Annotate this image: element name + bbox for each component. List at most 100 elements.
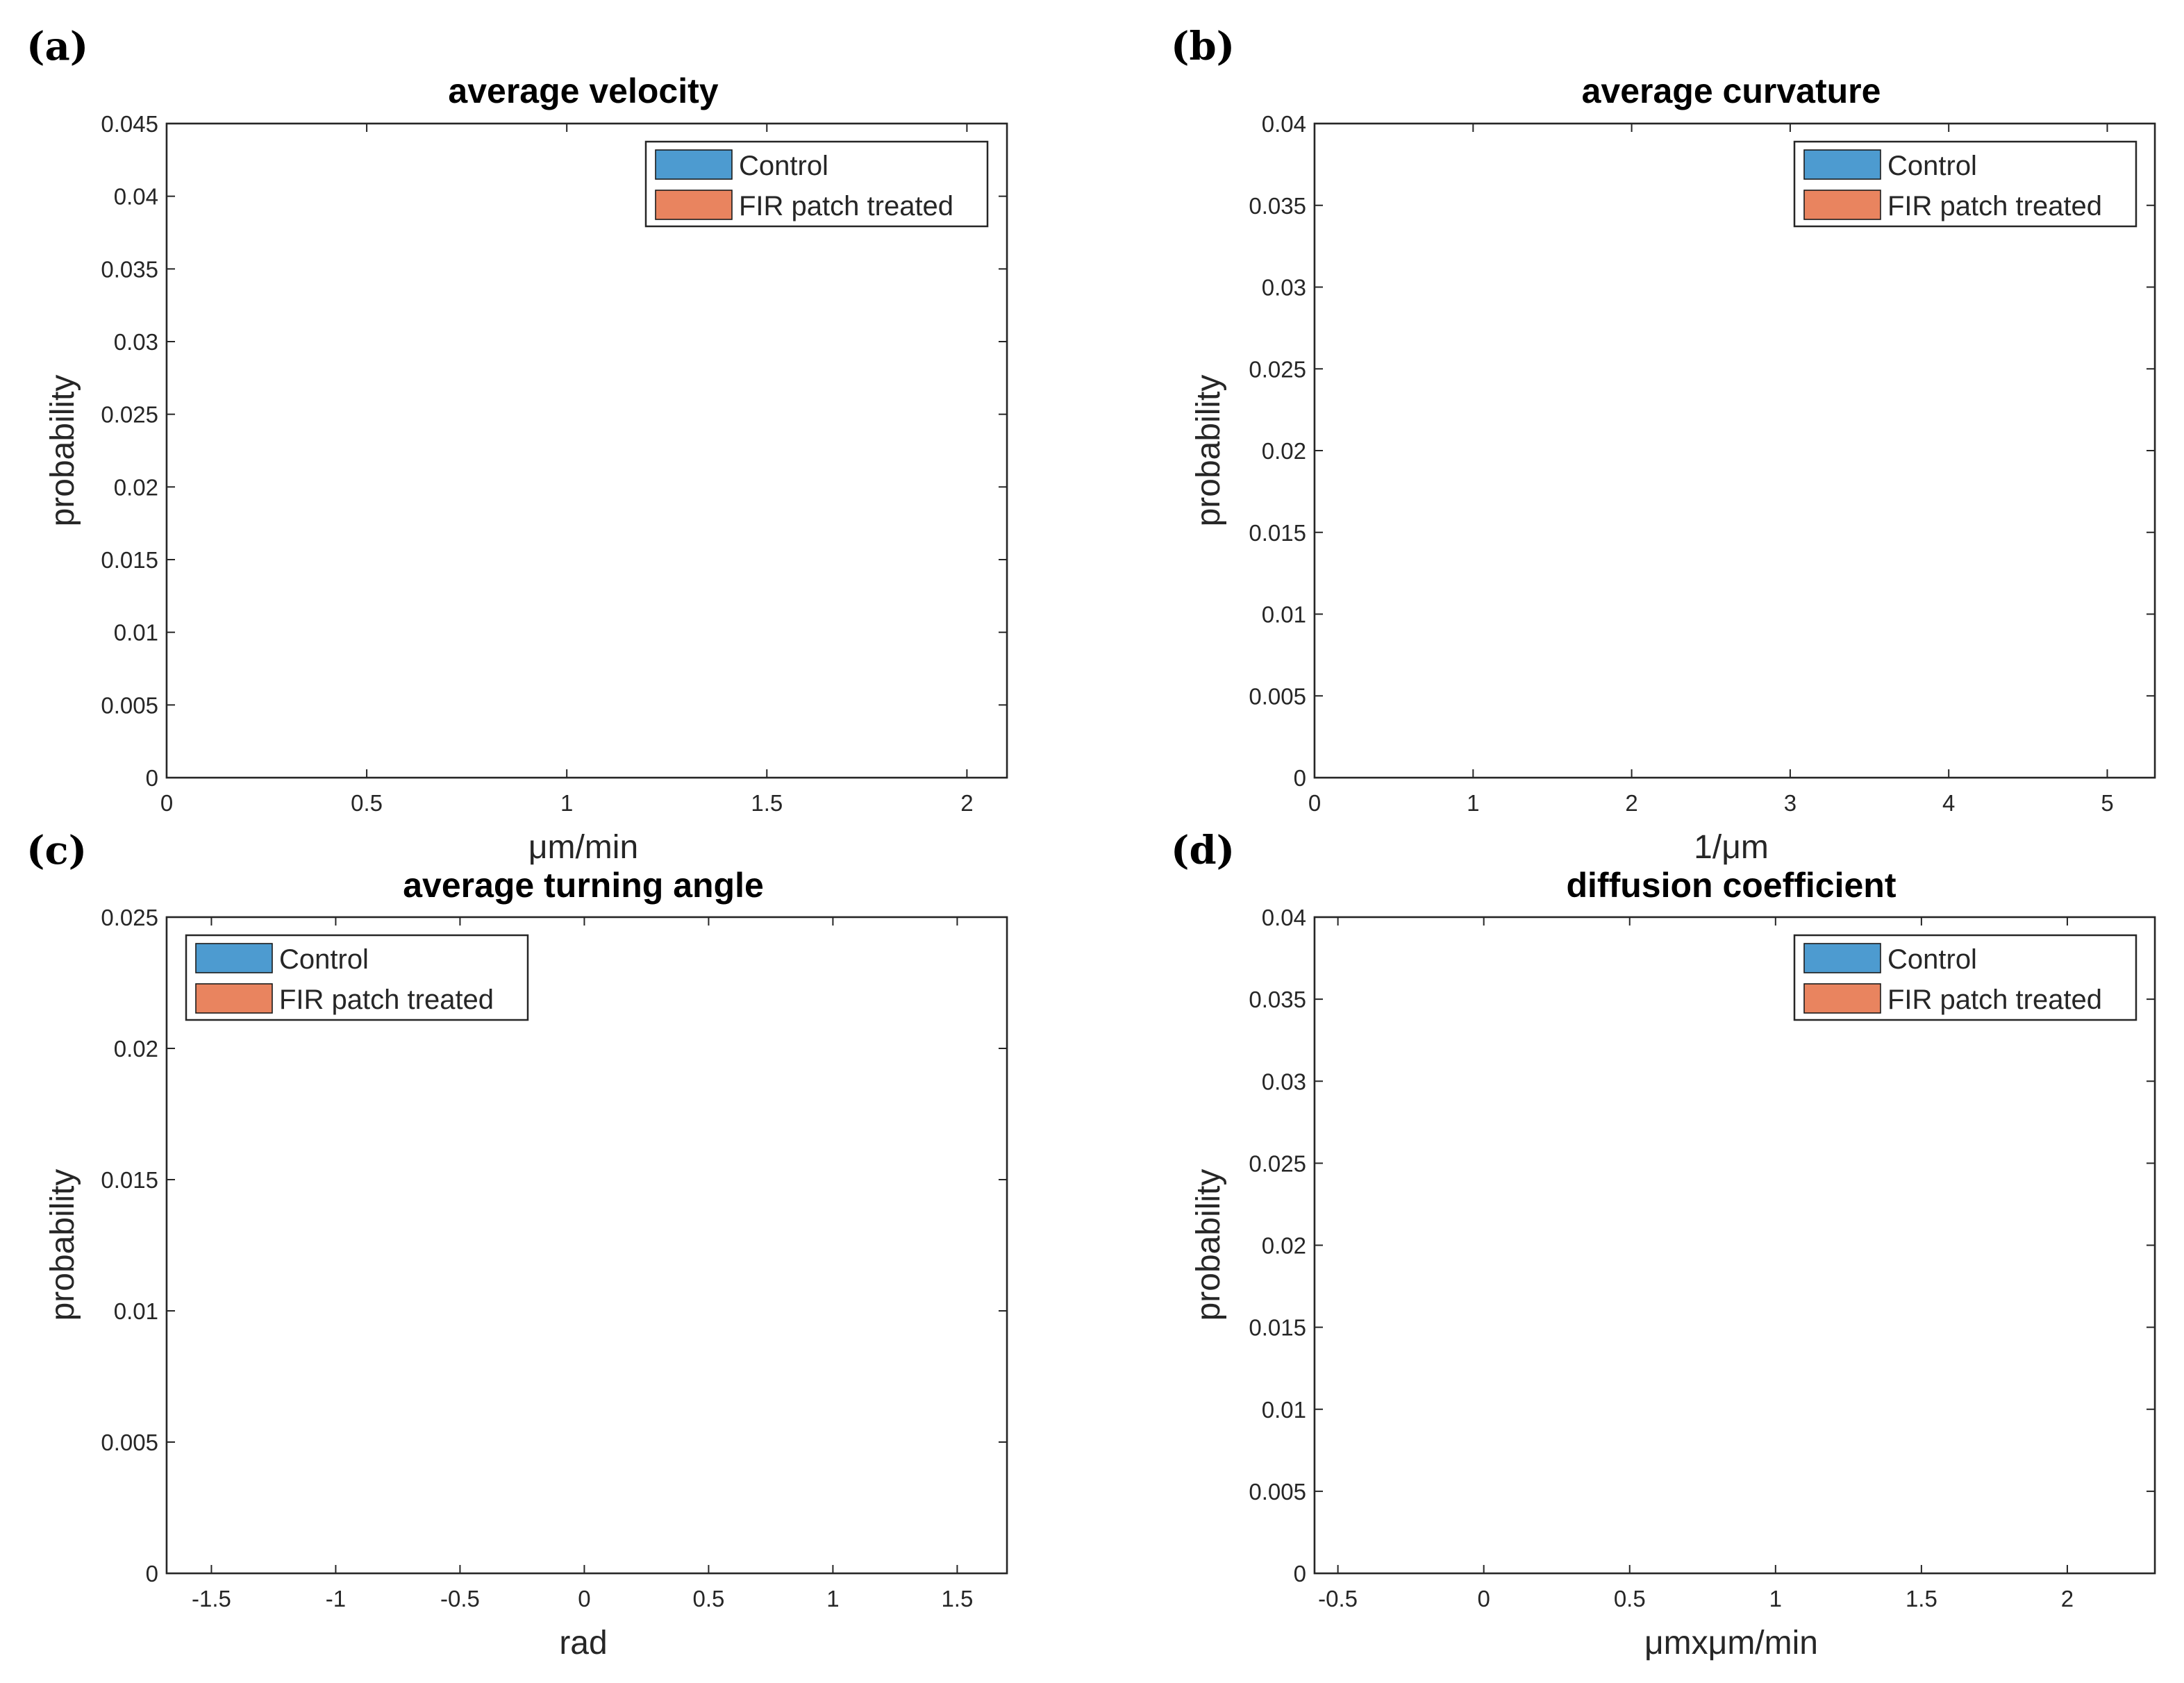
panel-label: (d) <box>1171 828 1235 873</box>
legend-label-control: Control <box>1887 151 1977 181</box>
legend-label-fir: FIR patch treated <box>1887 191 2102 221</box>
x-axis-label: rad <box>559 1625 607 1661</box>
legend-swatch-fir <box>195 983 273 1014</box>
y-tick-label: 0.01 <box>1262 1397 1306 1423</box>
y-tick-label: 0.03 <box>1262 1069 1306 1094</box>
plot-border <box>1313 916 2156 1575</box>
x-tick-label: -0.5 <box>440 1586 480 1611</box>
chart-title: diffusion coefficient <box>1567 866 1897 905</box>
y-tick-label: 0.005 <box>1249 1479 1306 1505</box>
chart-title: average turning angle <box>403 866 764 905</box>
legend-label-fir: FIR patch treated <box>279 985 494 1015</box>
y-tick-label: 0.015 <box>1249 1315 1306 1341</box>
ticks <box>167 916 1007 1574</box>
x-tick-label: 1.5 <box>1906 1586 1937 1611</box>
legend: Control FIR patch treated <box>185 934 529 1021</box>
x-tick-label: 1 <box>1467 790 1479 816</box>
y-tick-label: 0.04 <box>114 184 158 210</box>
ticks <box>1314 123 2155 778</box>
x-tick-label: 2 <box>2061 1586 2074 1611</box>
legend: Control FIR patch treated <box>644 140 989 228</box>
legend-label-fir: FIR patch treated <box>739 191 953 221</box>
x-tick-label: 0.5 <box>692 1586 724 1611</box>
legend: Control FIR patch treated <box>1793 934 2137 1021</box>
y-tick-label: 0.01 <box>114 1298 158 1324</box>
plot-border <box>1313 122 2156 779</box>
x-tick-label: 2 <box>1625 790 1637 816</box>
chart-title: average curvature <box>1582 72 1881 110</box>
y-tick-label: 0 <box>146 1561 158 1586</box>
y-axis-label: probability <box>44 375 81 527</box>
y-tick-label: 0.015 <box>101 547 158 573</box>
x-tick-label: -1.5 <box>192 1586 231 1611</box>
legend-swatch-control <box>655 149 733 180</box>
y-tick-label: 0.045 <box>101 111 158 137</box>
ticks <box>1315 916 2155 1574</box>
legend-label-control: Control <box>739 151 828 181</box>
panel-label: (a) <box>26 24 88 69</box>
panel-label: (b) <box>1171 24 1235 69</box>
legend-label-control: Control <box>279 944 369 975</box>
x-tick-label: 0 <box>1478 1586 1490 1611</box>
y-tick-label: 0 <box>146 765 158 791</box>
y-tick-label: 0.03 <box>1262 275 1306 301</box>
x-tick-label: 5 <box>2101 790 2113 816</box>
y-axis-label: probability <box>1190 375 1227 527</box>
legend-swatch-fir <box>655 190 733 220</box>
y-tick-label: 0 <box>1294 765 1306 791</box>
y-tick-label: 0.025 <box>101 905 158 930</box>
y-axis-label: probability <box>1190 1169 1227 1321</box>
y-tick-label: 0.025 <box>101 402 158 428</box>
x-axis-label: μm/min <box>528 829 638 866</box>
x-axis-label: 1/μm <box>1694 829 1769 866</box>
y-tick-label: 0.03 <box>114 329 158 355</box>
y-tick-label: 0.005 <box>101 1430 158 1455</box>
panel-a: (a) average velocity 0 0.005 0.01 0.015 0.02… <box>26 24 1008 866</box>
x-tick-label: 0 <box>160 790 173 816</box>
y-tick-label: 0.015 <box>101 1167 158 1193</box>
legend-label-control: Control <box>1887 944 1977 975</box>
y-tick-label: 0.04 <box>1262 905 1306 930</box>
y-tick-labels: 0 0.005 0.01 0.015 0.02 0.025 0.03 0.035 0.04 0.0… <box>101 111 158 791</box>
legend-swatch-control <box>195 943 273 973</box>
ticks <box>166 123 1007 778</box>
x-tick-label: -1 <box>326 1586 346 1611</box>
y-tick-labels: 0 0.005 0.01 0.015 0.02 0.025 0.03 0.035 0.04 <box>1249 905 1306 1586</box>
y-tick-label: 0.02 <box>114 474 158 500</box>
panel-label: (c) <box>26 828 87 873</box>
y-tick-label: 0.025 <box>1249 356 1306 382</box>
legend-swatch-control <box>1803 149 1881 180</box>
x-tick-label: 2 <box>960 790 973 816</box>
x-tick-labels: -1.5 -1 -0.5 0 0.5 1 1.5 <box>192 1586 973 1611</box>
y-axis-label: probability <box>44 1169 81 1321</box>
panel-b: (b) average curvature 0 0.005 0.01 0.015 0.0… <box>1171 24 2156 866</box>
x-tick-label: 0 <box>578 1586 590 1611</box>
chart-title: average velocity <box>448 72 718 110</box>
legend-swatch-fir <box>1803 190 1881 220</box>
plot-border <box>165 916 1008 1575</box>
y-tick-labels: 0 0.005 0.01 0.015 0.02 0.025 <box>101 905 158 1586</box>
x-tick-label: 4 <box>1942 790 1955 816</box>
x-tick-label: -0.5 <box>1318 1586 1358 1611</box>
x-tick-label: 3 <box>1784 790 1797 816</box>
legend: Control FIR patch treated <box>1793 140 2137 228</box>
y-tick-label: 0.025 <box>1249 1150 1306 1176</box>
plot-border <box>165 122 1008 779</box>
x-tick-labels: 0 1 2 3 4 5 <box>1308 790 2114 816</box>
y-tick-label: 0.035 <box>101 256 158 282</box>
legend-swatch-fir <box>1803 983 1881 1014</box>
y-tick-label: 0.035 <box>1249 987 1306 1012</box>
panel-c: (c) average turning angle 0 0.005 0.01 0.01… <box>26 828 1008 1661</box>
y-tick-label: 0.005 <box>1249 683 1306 709</box>
y-tick-label: 0.04 <box>1262 111 1306 137</box>
y-tick-label: 0.015 <box>1249 520 1306 546</box>
y-tick-label: 0.035 <box>1249 193 1306 219</box>
x-tick-label: 1 <box>826 1586 839 1611</box>
x-tick-label: 1 <box>560 790 573 816</box>
y-tick-label: 0.02 <box>114 1036 158 1062</box>
x-tick-label: 1.5 <box>751 790 783 816</box>
x-axis-label: μmxμm/min <box>1644 1625 1818 1661</box>
x-tick-label: 0.5 <box>351 790 383 816</box>
y-tick-label: 0.02 <box>1262 438 1306 464</box>
x-tick-label: 0 <box>1308 790 1321 816</box>
